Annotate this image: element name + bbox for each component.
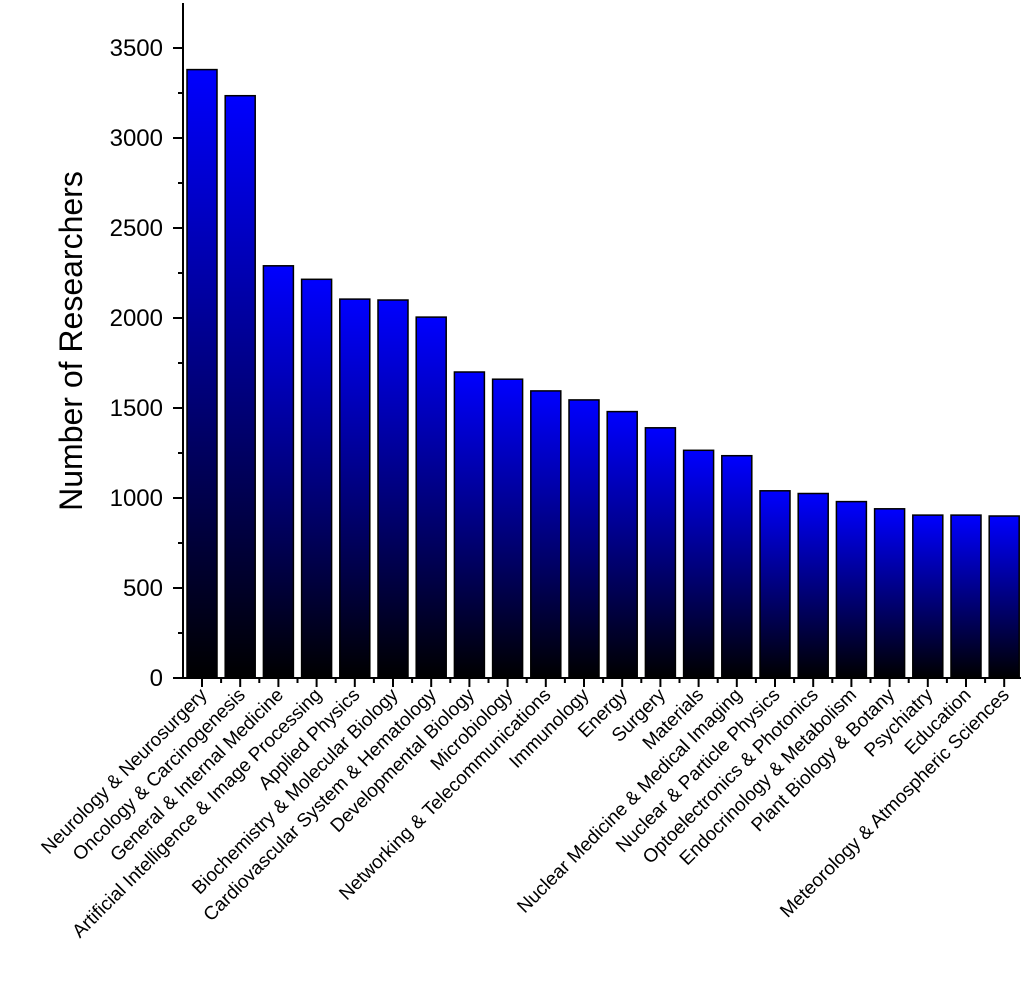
bar-18 <box>835 500 868 679</box>
bar-3 <box>262 265 295 679</box>
bar-7 <box>415 316 447 679</box>
bar-21 <box>950 514 982 679</box>
bar-5 <box>339 298 371 679</box>
bar-19 <box>873 508 906 679</box>
bars-group <box>186 68 1020 679</box>
y-axis: 0 500 1000 1500 2000 2500 3000 3500 <box>110 3 184 692</box>
bar-2 <box>224 94 256 679</box>
bar-15 <box>721 454 753 679</box>
bar-22 <box>988 515 1020 679</box>
y-tick-label: 3500 <box>110 35 163 62</box>
y-tick-label: 1000 <box>110 485 163 512</box>
bar-9 <box>491 378 524 679</box>
y-tick-label: 2500 <box>110 215 163 242</box>
bar-12 <box>606 410 638 679</box>
y-tick-label: 0 <box>150 665 163 692</box>
bar-10 <box>530 390 562 679</box>
bar-16 <box>759 490 791 679</box>
bar-8 <box>453 371 486 679</box>
y-tick-label: 2000 <box>110 305 163 332</box>
bar-11 <box>568 399 600 679</box>
bar-4 <box>300 278 333 679</box>
y-axis-label: Number of Researchers <box>53 171 89 511</box>
bar-1 <box>186 68 218 679</box>
y-tick-label: 500 <box>123 575 163 602</box>
bar-14 <box>682 449 715 679</box>
bar-17 <box>797 492 829 679</box>
bar-20 <box>912 514 944 679</box>
y-tick-label: 1500 <box>110 395 163 422</box>
y-tick-label: 3000 <box>110 125 163 152</box>
bar-6 <box>377 299 409 679</box>
bar-13 <box>644 427 677 679</box>
